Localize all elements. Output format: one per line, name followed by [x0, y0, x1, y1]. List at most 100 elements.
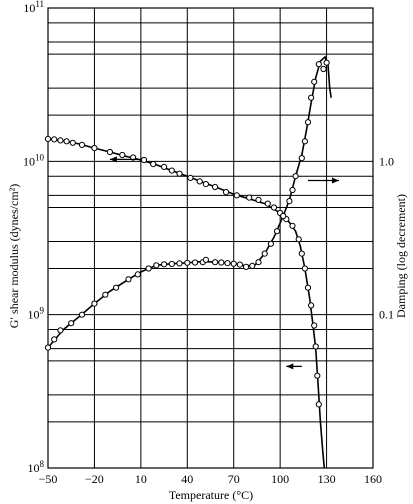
left-y-tick-label: 1011 — [23, 0, 44, 15]
series-2-point — [289, 186, 296, 194]
series-2-point — [51, 336, 58, 343]
series-1-line — [47, 138, 326, 469]
x-tick-label: 10 — [135, 472, 147, 486]
series-1-point — [140, 156, 148, 164]
left-y-tick-label: 1010 — [23, 152, 45, 168]
series-2-line — [47, 55, 332, 349]
series-1-point — [233, 192, 240, 199]
series-2-point — [125, 276, 132, 283]
series-2-point — [301, 138, 308, 145]
series-2-point — [280, 212, 287, 220]
right-y-axis-label: Damping (log decrement) — [394, 194, 408, 318]
series-2-point — [102, 291, 109, 298]
series-1-point — [308, 302, 315, 309]
series-2-point — [68, 320, 75, 327]
left-y-tick-labels: 108 109 1010 1011 — [23, 0, 45, 475]
series-1-point — [289, 222, 296, 229]
series-1-point — [222, 189, 230, 196]
series-1-point — [176, 170, 183, 177]
series-2-point — [311, 78, 318, 85]
series-1-point — [91, 145, 98, 152]
arrow-head — [332, 177, 339, 184]
series-1-point — [212, 183, 219, 191]
series-2-point — [44, 344, 52, 351]
series-1-point — [63, 138, 70, 145]
series-1-point — [295, 236, 302, 243]
series-1-point — [314, 372, 321, 379]
right-y-tick-label: 1.0 — [379, 154, 394, 168]
arrow-head — [109, 156, 117, 163]
series-2-point — [286, 198, 293, 205]
series-2-point — [168, 260, 175, 268]
series-2-point — [224, 260, 231, 267]
series-2-point — [304, 119, 312, 126]
plot-frame — [47, 7, 374, 469]
series-2-point — [230, 260, 237, 267]
series-2-point — [298, 155, 305, 162]
series-2-point — [315, 61, 322, 68]
series-1-point — [298, 250, 305, 257]
series-2-point — [320, 65, 327, 73]
x-tick-label: 130 — [318, 472, 336, 486]
series-1-point — [311, 322, 318, 329]
series-1-point — [57, 137, 64, 144]
series-markers — [44, 59, 330, 408]
series-1-point — [246, 194, 253, 201]
series-2-point — [267, 240, 274, 247]
series-2-point — [218, 259, 225, 266]
series-1-point — [161, 163, 168, 170]
left-y-axis-label: G′ shear modulus (dynes/cm²) — [7, 184, 21, 329]
direction-arrows — [109, 156, 339, 370]
x-axis-label: Temperature (°C) — [169, 488, 253, 502]
series-1-point — [69, 139, 76, 146]
x-tick-label: −20 — [85, 472, 104, 486]
series-1-point — [312, 343, 319, 350]
series-2-point — [176, 260, 183, 267]
series-2-point — [191, 259, 199, 266]
series-1-point — [264, 200, 271, 207]
series-2-point — [243, 263, 250, 270]
series-1-point — [150, 161, 157, 168]
series-1-point — [270, 204, 278, 211]
series-1-point — [119, 151, 126, 159]
series-2-point — [161, 261, 168, 268]
series-2-point — [134, 271, 141, 278]
grid-lines — [47, 8, 374, 469]
right-y-tick-labels: 0.1 1.0 — [379, 154, 394, 321]
series-1-point — [202, 181, 209, 188]
x-tick-label: 40 — [181, 472, 193, 486]
series-2-point — [292, 173, 299, 180]
arrow-head — [286, 363, 294, 370]
x-tick-label: 70 — [228, 472, 240, 486]
series-1-point — [196, 178, 203, 185]
series-2-point — [236, 261, 243, 268]
series-2-point — [249, 262, 256, 269]
series-1-point — [78, 141, 86, 148]
series-1-point — [106, 148, 114, 156]
series-2-point — [323, 59, 330, 66]
series-1-point — [301, 265, 308, 272]
series-2-point — [261, 250, 268, 257]
series-2-point — [308, 94, 315, 101]
left-y-tick-label: 108 — [28, 459, 45, 475]
series-2-point — [212, 259, 219, 266]
x-tick-labels: −50 −20 10 40 70 100 130 160 — [39, 472, 382, 486]
x-tick-label: 100 — [271, 472, 289, 486]
right-y-tick-label: 0.1 — [379, 308, 394, 322]
series-1-point — [315, 401, 322, 408]
x-tick-label: 160 — [364, 472, 382, 486]
x-tick-label: −50 — [39, 472, 58, 486]
series-1-point — [187, 174, 194, 181]
series-2-point — [273, 228, 281, 235]
series-1-point — [44, 135, 52, 142]
series-1-point — [304, 284, 312, 291]
series-2-point — [113, 284, 120, 291]
series-2-point — [91, 300, 98, 307]
series-1-point — [51, 136, 58, 143]
left-y-tick-label: 109 — [28, 306, 45, 322]
series-1-point — [168, 167, 175, 174]
series-1-point — [255, 196, 262, 203]
series-2-point — [255, 259, 262, 266]
series-2-point — [78, 311, 86, 318]
